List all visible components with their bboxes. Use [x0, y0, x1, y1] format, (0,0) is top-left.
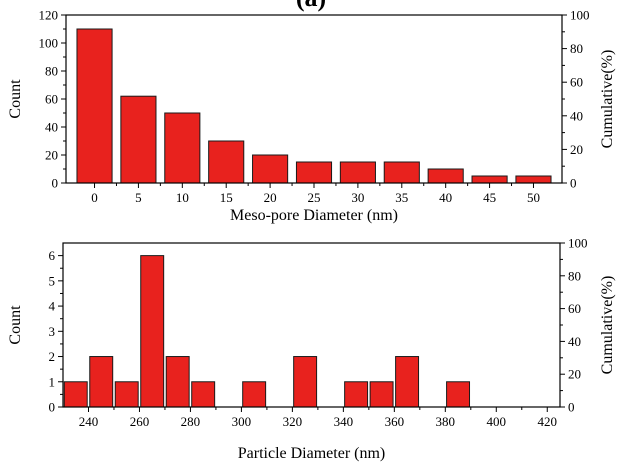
bar: [191, 381, 216, 408]
y2-tick-label: 100: [568, 236, 588, 251]
y-tick-label: 2: [49, 349, 56, 364]
y-tick-label: 20: [45, 148, 58, 163]
bar: [515, 175, 552, 184]
x-tick-label: 280: [181, 414, 201, 429]
bar: [293, 356, 318, 408]
bar: [471, 175, 508, 184]
bar: [114, 381, 139, 408]
bar: [120, 95, 157, 184]
y2-tick-label: 20: [568, 367, 581, 382]
bar: [165, 356, 190, 408]
bar: [339, 161, 376, 184]
bar: [164, 112, 201, 184]
bar: [446, 381, 471, 408]
y-axis-label: Count: [7, 305, 24, 345]
x-tick-label: 20: [264, 190, 277, 205]
x-tick-label: 25: [308, 190, 321, 205]
x-tick-label: 300: [232, 414, 252, 429]
y-axis-label: Count: [7, 79, 24, 119]
bar: [295, 161, 333, 184]
x-tick-label: 15: [220, 190, 233, 205]
bar: [344, 381, 369, 408]
y-tick-label: 40: [45, 120, 58, 135]
meso-pore-histogram: 0 5 10 15 20 25 30 35 40 45 50 0 20 40 60 80 100 120 0 20 40…: [7, 8, 616, 225]
y-tick-label: 100: [39, 36, 59, 51]
x-tick-label: 340: [334, 414, 354, 429]
bar: [89, 356, 114, 408]
y-tick-label: 120: [39, 8, 59, 23]
y2-axis-label: Cumulative(%): [599, 50, 616, 149]
x-axis-label: Particle Diameter (nm): [238, 445, 386, 462]
x-tick-label: 40: [439, 190, 452, 205]
y-tick-label: 80: [45, 64, 58, 79]
bar: [63, 381, 88, 408]
y2-tick-label: 20: [570, 142, 583, 157]
particle-diameter-histogram: 240 260 280 300 320 340 360 380 400 4200123456020…: [7, 236, 616, 463]
y2-tick-label: 0: [570, 176, 577, 191]
y2-tick-label: 60: [570, 75, 583, 90]
x-tick-label: 380: [436, 414, 456, 429]
y-tick-label: 0: [52, 176, 59, 191]
x-tick-label: 45: [483, 190, 496, 205]
y-tick-label: 4: [49, 299, 56, 314]
bar: [76, 28, 113, 184]
x-tick-label: 35: [395, 190, 408, 205]
y-tick-label: 5: [49, 273, 56, 288]
y2-tick-label: 0: [568, 400, 575, 415]
x-axis-label: Meso-pore Diameter (nm): [230, 207, 398, 224]
y-tick-label: 0: [49, 400, 56, 415]
x-tick-label: 420: [538, 414, 558, 429]
y-tick-label: 6: [49, 248, 56, 263]
bar: [208, 140, 245, 184]
x-tick-label: 240: [79, 414, 99, 429]
x-tick-label: 360: [385, 414, 405, 429]
bar: [369, 381, 394, 408]
x-tick-label: 50: [527, 190, 540, 205]
y2-tick-label: 60: [568, 301, 581, 316]
y2-tick-label: 80: [568, 268, 581, 283]
x-tick-label: 10: [176, 190, 189, 205]
bar: [383, 161, 420, 184]
bar: [395, 356, 420, 408]
x-tick-label: 400: [487, 414, 507, 429]
y-tick-label: 60: [45, 92, 58, 107]
x-tick-label: 30: [351, 190, 364, 205]
y2-axis-label: Cumulative(%): [599, 276, 616, 375]
y2-tick-label: 100: [570, 8, 590, 23]
x-tick-label: 260: [130, 414, 150, 429]
bar: [427, 168, 464, 184]
panel-label: (a): [296, 0, 326, 12]
x-tick-label: 320: [283, 414, 303, 429]
y-tick-label: 1: [49, 374, 56, 389]
x-tick-label: 5: [135, 190, 142, 205]
bar: [242, 381, 267, 408]
x-tick-label: 0: [91, 190, 98, 205]
y2-tick-label: 40: [570, 108, 583, 123]
y2-tick-label: 80: [570, 41, 583, 56]
bar: [140, 255, 165, 408]
bar: [252, 154, 289, 184]
y2-tick-label: 40: [568, 334, 581, 349]
y-tick-label: 3: [49, 324, 56, 339]
